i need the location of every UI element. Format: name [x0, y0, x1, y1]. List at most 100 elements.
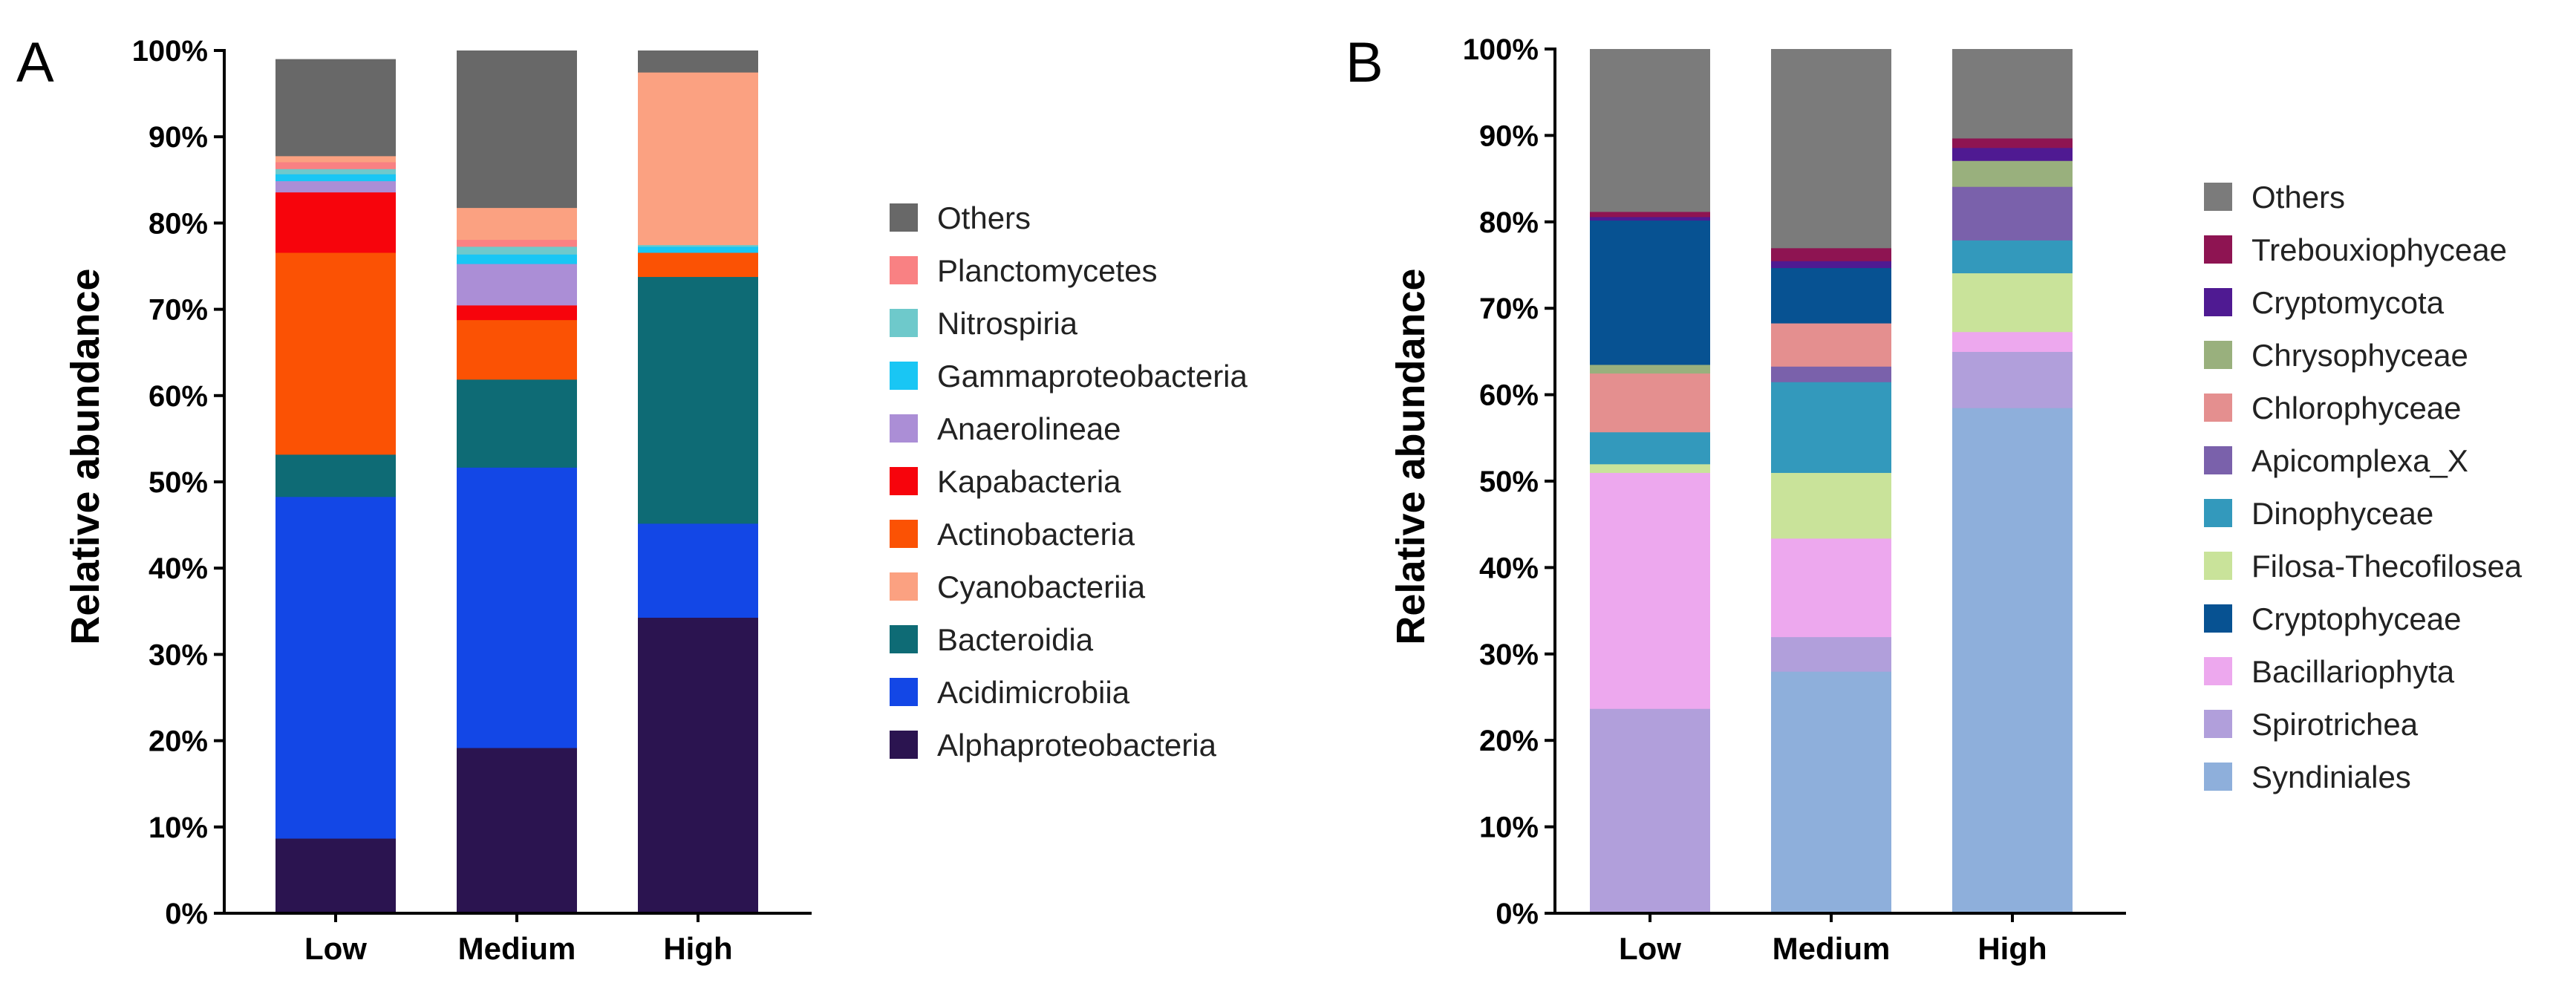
bar-segment-low-dinophyceae: [1590, 431, 1710, 465]
bar-segment-medium-syndiniales: [1771, 671, 1891, 914]
legend-item-kapabacteria: Kapabacteria: [890, 464, 1121, 499]
legend-item-cryptomycota: Cryptomycota: [2204, 285, 2445, 320]
bar-segment-medium-planctomycetes: [457, 239, 577, 247]
bar-segment-high-bacteroidia: [638, 276, 758, 524]
bar-segment-high-others: [1952, 49, 2073, 139]
legend-a: Others Planctomycetes Nitrospiria Gammaprot…: [890, 200, 1248, 763]
legend-b: Others Trebouxiophyceae Cryptomycota Chryso…: [2204, 180, 2523, 794]
y-tick-label: 90%: [1479, 120, 1539, 152]
y-tick-label: 0%: [165, 898, 208, 930]
bar-segment-low-others: [275, 59, 396, 157]
bar-segment-medium-anaerolineae: [457, 264, 577, 306]
bar-segment-medium-cryptomycota: [1771, 261, 1891, 269]
legend-label: Syndiniales: [2251, 760, 2411, 794]
legend-swatch: [2204, 446, 2232, 474]
legend-item-others: Others: [890, 200, 1031, 235]
y-tick-label: 40%: [1479, 552, 1539, 584]
y-tick-label: 20%: [1479, 725, 1539, 757]
bar-segment-high-spirotrichea: [1952, 351, 2073, 408]
legend-label: Others: [2251, 180, 2345, 215]
legend-label: Dinophyceae: [2251, 496, 2433, 531]
bar-segment-high-filosa-thecofilosea: [1952, 272, 2073, 333]
bar-segment-low-cryptomycota: [1590, 216, 1710, 221]
legend-item-cryptophyceae: Cryptophyceae: [2204, 601, 2462, 636]
legend-item-planctomycetes: Planctomycetes: [890, 253, 1157, 288]
bar-segment-low-trebouxiophyceae: [1590, 211, 1710, 218]
y-tick-label: 70%: [1479, 293, 1539, 325]
legend-swatch: [890, 572, 918, 601]
bar-segment-low-bacteroidia: [275, 454, 396, 497]
legend-item-bacillariophyta: Bacillariophyta: [2204, 654, 2455, 689]
panel-letter-a: A: [16, 31, 54, 94]
legend-swatch: [890, 414, 918, 443]
y-tick-label: 0%: [1496, 898, 1539, 930]
legend-swatch: [890, 520, 918, 548]
legend-item-actinobacteria: Actinobacteria: [890, 517, 1135, 552]
bar-segment-high-bacillariophyta: [1952, 331, 2073, 352]
legend-item-cyanobacteriia: Cyanobacteriia: [890, 569, 1146, 604]
bars-b: [1590, 49, 2073, 914]
legend-label: Cryptomycota: [2251, 285, 2445, 320]
x-tick-label: Low: [1619, 931, 1681, 966]
y-tick-label: 30%: [149, 639, 208, 671]
legend-label: Others: [937, 200, 1031, 235]
panel-letter-b: B: [1346, 31, 1383, 94]
legend-item-bacteroidia: Bacteroidia: [890, 622, 1094, 657]
bar-segment-medium-others: [457, 50, 577, 209]
bar-segment-low-alphaproteobacteria: [275, 838, 396, 914]
bar-segment-low-cyanobacteriia: [275, 155, 396, 163]
legend-item-chrysophyceae: Chrysophyceae: [2204, 338, 2468, 373]
bar-segment-low-spirotrichea: [1590, 708, 1710, 914]
legend-label: Chlorophyceae: [2251, 391, 2462, 425]
bar-segment-low-cryptophyceae: [1590, 220, 1710, 365]
bar-segment-low-planctomycetes: [275, 161, 396, 169]
bar-segment-medium-actinobacteria: [457, 319, 577, 380]
legend-swatch: [890, 731, 918, 759]
bar-segment-medium-chlorophyceae: [1771, 322, 1891, 367]
bar-segment-high-gammaproteobacteria: [638, 246, 758, 253]
legend-label: Kapabacteria: [937, 464, 1121, 499]
bar-segment-medium-filosa-thecofilosea: [1771, 472, 1891, 539]
legend-item-dinophyceae: Dinophyceae: [2204, 496, 2433, 531]
bar-segment-high-trebouxiophyceae: [1952, 137, 2073, 148]
bar-segment-low-bacillariophyta: [1590, 472, 1710, 709]
y-tick-label: 100%: [132, 35, 208, 68]
bar-segment-low-actinobacteria: [275, 252, 396, 455]
y-axis-label-a: Relative abundance: [63, 268, 108, 644]
x-tick-label: High: [1977, 931, 2047, 966]
legend-label: Acidimicrobiia: [937, 675, 1130, 710]
legend-swatch: [2204, 710, 2232, 738]
bar-segment-medium-acidimicrobiia: [457, 467, 577, 748]
y-tick-label: 40%: [149, 552, 208, 585]
bar-segment-medium-dinophyceae: [1771, 382, 1891, 473]
bar-segment-medium-others: [1771, 49, 1891, 249]
y-tick-label: 60%: [1479, 379, 1539, 412]
legend-item-nitrospiria: Nitrospiria: [890, 306, 1078, 341]
legend-swatch: [2204, 341, 2232, 369]
legend-label: Nitrospiria: [937, 306, 1078, 341]
bar-segment-high-cryptomycota: [1952, 147, 2073, 161]
bar-segment-low-gammaproteobacteria: [275, 174, 396, 182]
bar-segment-low-filosa-thecofilosea: [1590, 463, 1710, 473]
bar-segment-high-others: [638, 50, 758, 73]
bar-segment-high-syndiniales: [1952, 408, 2073, 914]
legend-item-trebouxiophyceae: Trebouxiophyceae: [2204, 232, 2507, 267]
bar-segment-medium-apicomplexa-x: [1771, 366, 1891, 382]
bar-segment-medium-cyanobacteriia: [457, 207, 577, 241]
legend-item-alphaproteobacteria: Alphaproteobacteria: [890, 728, 1217, 763]
y-tick-label: 100%: [1463, 33, 1539, 66]
legend-label: Apicomplexa_X: [2251, 443, 2468, 478]
legend-swatch: [890, 203, 918, 232]
legend-swatch: [2204, 604, 2232, 633]
bar-segment-medium-spirotrichea: [1771, 636, 1891, 672]
legend-item-syndiniales: Syndiniales: [2204, 760, 2411, 794]
bar-segment-medium-nitrospiria: [457, 246, 577, 255]
panel-a: A Relative abundance Low Medium High 0% 10% 2…: [16, 31, 1248, 966]
bar-segment-high-apicomplexa-x: [1952, 186, 2073, 241]
bar-segment-high-alphaproteobacteria: [638, 617, 758, 914]
bar-segment-low-chrysophyceae: [1590, 364, 1710, 374]
bar-segment-high-chrysophyceae: [1952, 160, 2073, 187]
legend-label: Cyanobacteriia: [937, 569, 1146, 604]
legend-label: Anaerolineae: [937, 411, 1121, 446]
